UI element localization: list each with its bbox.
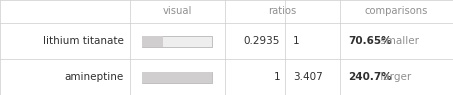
Text: 3.407: 3.407 — [293, 72, 323, 82]
Text: 1: 1 — [293, 36, 299, 46]
Text: visual: visual — [163, 6, 192, 17]
Bar — [142, 72, 212, 82]
Text: larger: larger — [377, 72, 411, 82]
Text: 70.65%: 70.65% — [348, 36, 392, 46]
Bar — [142, 36, 212, 46]
Text: 1: 1 — [273, 72, 280, 82]
Text: 240.7%: 240.7% — [348, 72, 392, 82]
Text: ratios: ratios — [268, 6, 297, 17]
Text: 0.2935: 0.2935 — [244, 36, 280, 46]
Text: smaller: smaller — [377, 36, 419, 46]
Bar — [142, 36, 163, 46]
Text: lithium titanate: lithium titanate — [43, 36, 124, 46]
Text: comparisons: comparisons — [365, 6, 428, 17]
Text: amineptine: amineptine — [65, 72, 124, 82]
Bar — [142, 72, 212, 82]
